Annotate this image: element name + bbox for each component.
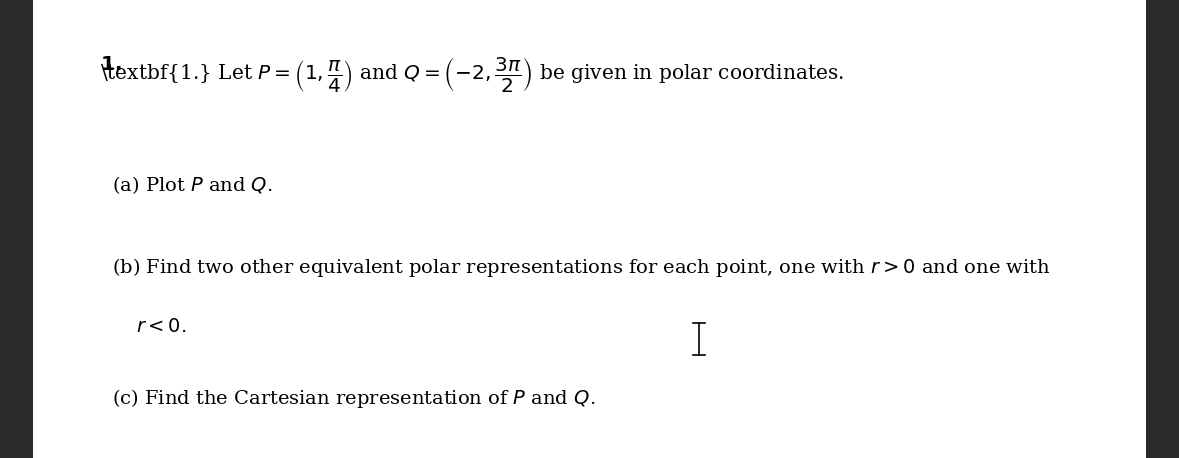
Text: $r < 0$.: $r < 0$. <box>136 318 186 336</box>
Bar <box>0 0 33 458</box>
Text: \textbf{1.} Let $P = \left(1, \dfrac{\pi}{4}\right)$ and $Q = \left(-2, \dfrac{3: \textbf{1.} Let $P = \left(1, \dfrac{\pi… <box>100 55 844 94</box>
Bar <box>1146 0 1179 458</box>
Text: $\mathbf{1.}$: $\mathbf{1.}$ <box>100 55 127 74</box>
Text: (b) Find two other equivalent polar representations for each point, one with $r : (b) Find two other equivalent polar repr… <box>112 256 1050 279</box>
Text: (a) Plot $P$ and $Q$.: (a) Plot $P$ and $Q$. <box>112 174 272 196</box>
Text: (c) Find the Cartesian representation of $P$ and $Q$.: (c) Find the Cartesian representation of… <box>112 387 595 410</box>
